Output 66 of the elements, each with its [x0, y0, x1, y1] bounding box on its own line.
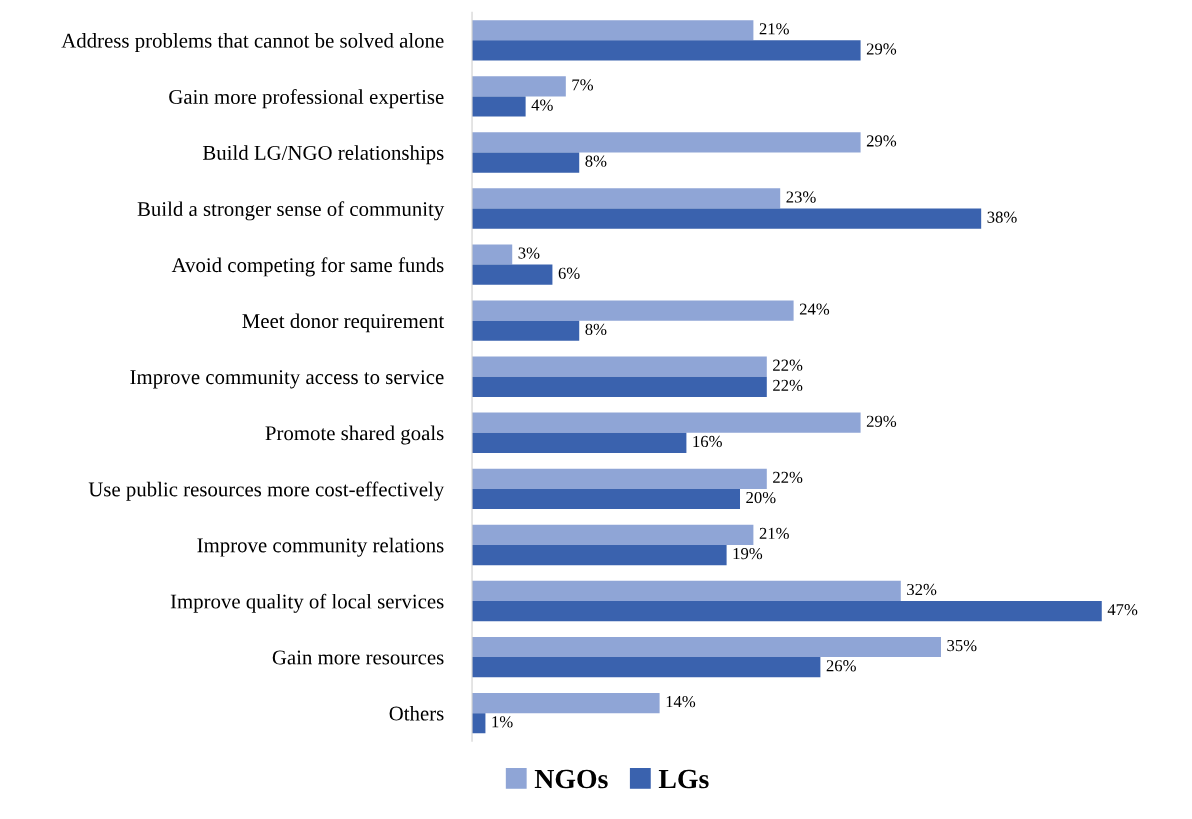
- bar: [472, 76, 566, 97]
- data-label: 35%: [947, 639, 977, 652]
- data-label: 22%: [773, 471, 803, 484]
- y-tick-label: Gain more resources: [272, 650, 444, 665]
- data-label: 14%: [666, 695, 696, 708]
- data-label: 47%: [1107, 604, 1138, 616]
- data-label: 24%: [799, 303, 830, 315]
- y-tick-label: Use public resources more cost-effectively: [88, 481, 445, 501]
- bar: [472, 488, 740, 510]
- y-tick-label: Meet donor requirement: [242, 313, 445, 333]
- bar: [472, 636, 941, 658]
- bar: [472, 244, 513, 265]
- bar: [472, 356, 767, 377]
- data-label: 1%: [492, 716, 513, 728]
- data-label: 21%: [759, 527, 789, 540]
- data-label: 8%: [585, 323, 607, 335]
- data-label: 4%: [531, 99, 553, 111]
- bar: [472, 132, 861, 153]
- data-label: 6%: [558, 267, 580, 279]
- data-label: 21%: [759, 23, 789, 35]
- data-label: 22%: [773, 379, 803, 392]
- data-label: 29%: [866, 135, 897, 147]
- bar: [472, 300, 794, 321]
- data-label: 8%: [585, 155, 607, 167]
- y-tick-label: Address problems that cannot be solved alone: [61, 33, 444, 52]
- y-tick-label: Improve community access to service: [130, 370, 444, 389]
- data-label: 3%: [518, 247, 540, 259]
- legend-label: NGOs: [534, 769, 608, 789]
- bar: [472, 152, 580, 173]
- bar: [472, 412, 861, 433]
- bar: [472, 657, 821, 678]
- bar: [472, 580, 901, 602]
- data-label: 29%: [866, 43, 897, 55]
- bar: [472, 544, 727, 566]
- y-tick-label: Improve quality of local services: [170, 593, 444, 613]
- legend-label: LGs: [658, 769, 709, 789]
- bar: [472, 188, 781, 209]
- data-label: 20%: [746, 491, 776, 504]
- bar: [472, 208, 982, 229]
- bar: [472, 524, 754, 545]
- y-tick-label: Improve community relations: [197, 537, 444, 557]
- data-label: 19%: [733, 547, 763, 560]
- data-label: 7%: [572, 79, 594, 91]
- bar: [472, 20, 754, 41]
- y-tick-label: Gain more professional expertise: [169, 89, 444, 109]
- y-tick-label: Build LG/NGO relationships: [202, 145, 444, 165]
- y-tick-label: Others: [389, 705, 444, 721]
- bar: [472, 468, 767, 489]
- data-label: 22%: [773, 359, 803, 371]
- data-label: 26%: [826, 660, 856, 672]
- bar: [472, 432, 687, 453]
- bar: [472, 264, 553, 285]
- data-label: 23%: [786, 191, 816, 203]
- y-tick-label: Promote shared goals: [265, 425, 444, 445]
- bar: [472, 320, 580, 341]
- bar: [472, 96, 526, 117]
- bar: [472, 601, 1102, 622]
- data-label: 32%: [907, 583, 937, 596]
- data-label: 38%: [987, 211, 1017, 223]
- data-label: 16%: [693, 435, 722, 448]
- data-label: 29%: [866, 415, 897, 427]
- bar: [472, 692, 660, 714]
- y-tick-label: Avoid competing for same funds: [171, 257, 444, 277]
- y-tick-label: Build a stronger sense of community: [137, 201, 445, 221]
- bar: [472, 40, 861, 61]
- bar: [472, 376, 767, 397]
